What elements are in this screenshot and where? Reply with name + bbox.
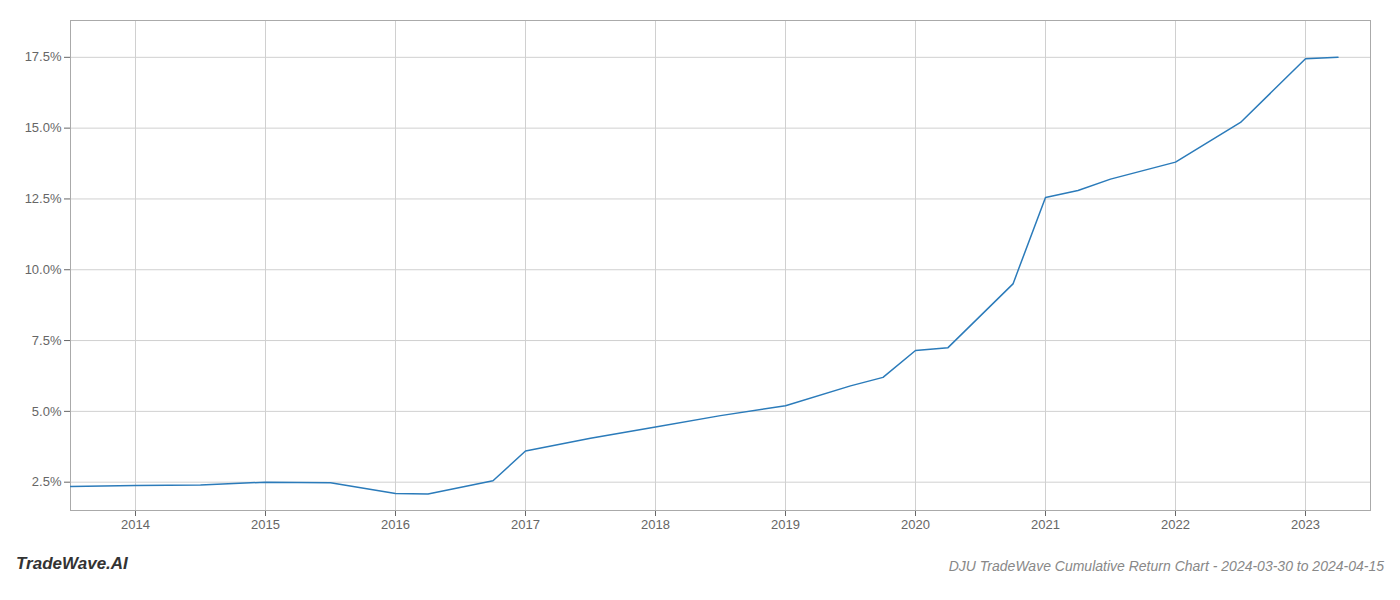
svg-text:2017: 2017 (511, 517, 540, 532)
svg-text:2018: 2018 (641, 517, 670, 532)
svg-text:2021: 2021 (1031, 517, 1060, 532)
svg-text:12.5%: 12.5% (25, 191, 62, 206)
svg-text:2015: 2015 (251, 517, 280, 532)
html-text:DJU TradeWave Cumulative Retur: DJU TradeWave Cumulative Return Chart - … (948, 558, 1384, 574)
svg-text:17.5%: 17.5% (25, 49, 62, 64)
svg-text:2014: 2014 (121, 517, 150, 532)
svg-text:5.0%: 5.0% (32, 404, 62, 419)
svg-text:2020: 2020 (901, 517, 930, 532)
svg-text:15.0%: 15.0% (25, 120, 62, 135)
svg-text:2023: 2023 (1291, 517, 1320, 532)
svg-text:7.5%: 7.5% (32, 333, 62, 348)
svg-text:2.5%: 2.5% (32, 474, 62, 489)
html-text:TradeWave.AI: TradeWave.AI (16, 554, 128, 573)
svg-text:10.0%: 10.0% (25, 262, 62, 277)
svg-text:2022: 2022 (1161, 517, 1190, 532)
svg-text:2016: 2016 (381, 517, 410, 532)
svg-text:2019: 2019 (771, 517, 800, 532)
